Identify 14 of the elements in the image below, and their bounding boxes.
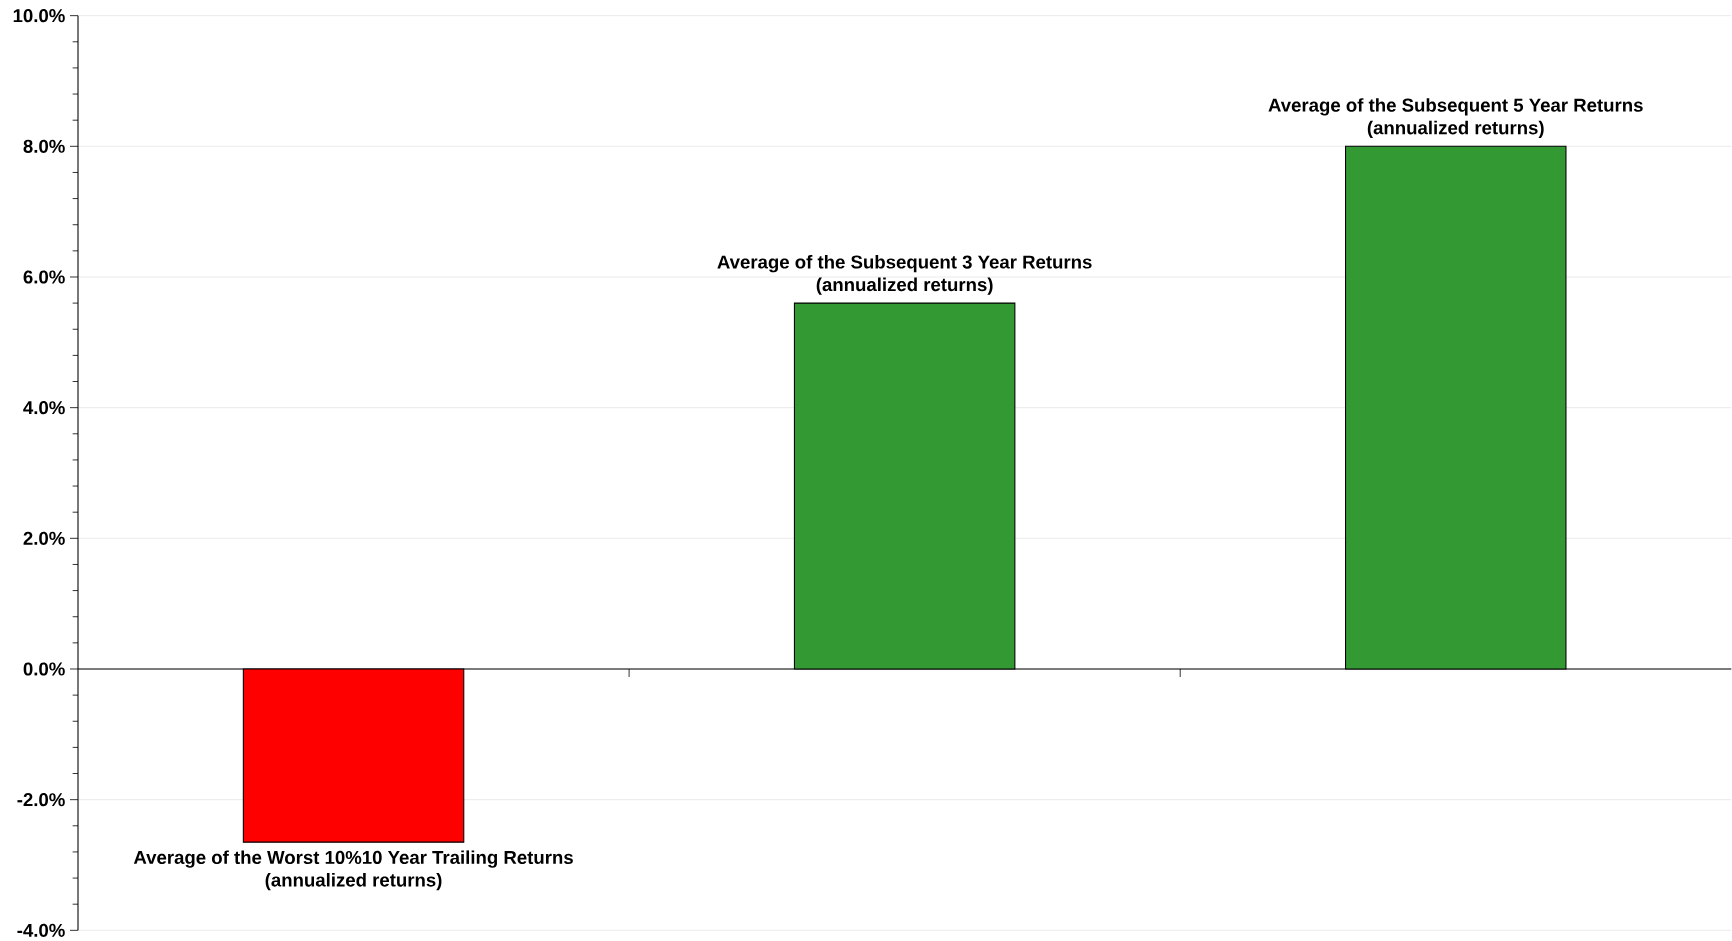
y-tick-label: 8.0% [23, 139, 65, 153]
annotation: (annualized returns) [265, 872, 442, 891]
y-tick-label: 4.0% [23, 401, 65, 415]
y-tick-label: 10.0% [13, 9, 65, 23]
y-tick-label: -4.0% [17, 923, 65, 937]
y-tick-label: 0.0% [23, 662, 65, 676]
y-tick-label: 6.0% [23, 270, 65, 284]
annotation: (annualized returns) [816, 277, 993, 295]
x-tick-label: Average of the Subsequent 3 Year Returns [717, 254, 1092, 273]
annotation: (annualized returns) [1367, 120, 1544, 139]
y-tick-label: 2.0% [23, 531, 65, 545]
y-tick-label: -2.0% [17, 793, 65, 807]
x-tick-label: Average of the Subsequent 5 Year Returns [1268, 98, 1643, 116]
x-tick-label: Average of the Worst 10%10 Year Trailing Returns [133, 850, 573, 868]
